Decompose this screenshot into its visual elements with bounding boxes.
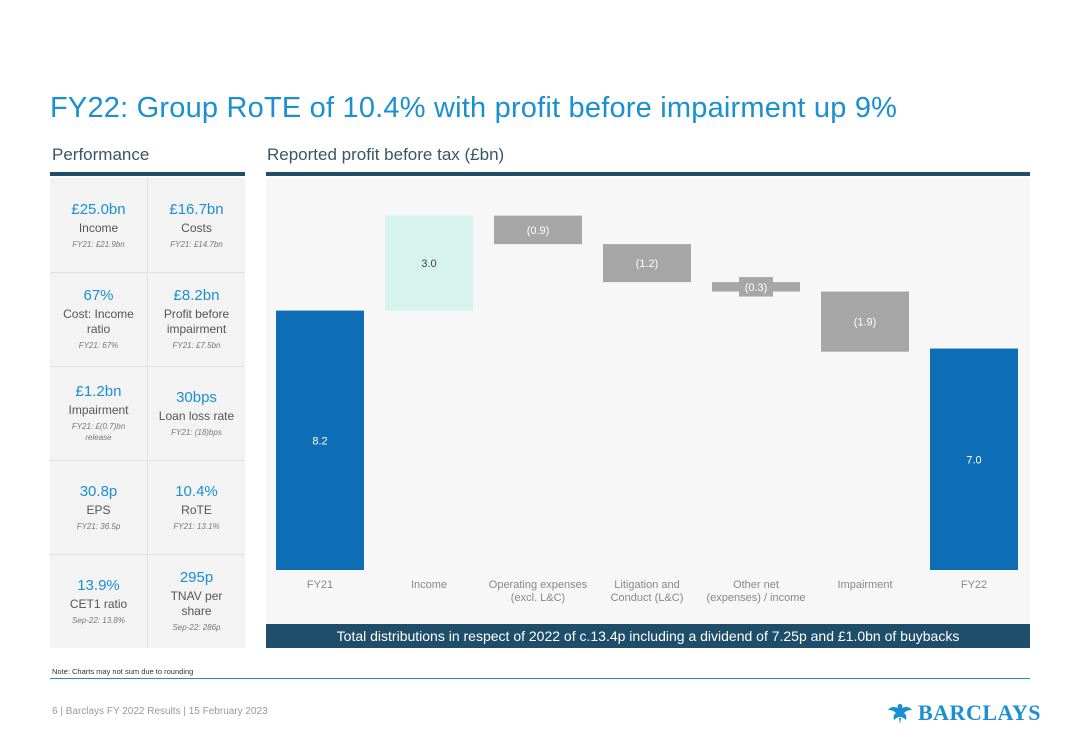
kpi-label: Cost: Income [63,307,134,321]
kpi-value: £16.7bn [169,200,224,218]
category-label: Impairment [809,579,921,592]
kpi-value: 10.4% [175,482,218,500]
waterfall-bar-label-box [739,277,773,297]
kpi-comparison: FY21: £7.5bn [172,341,221,350]
chart-divider [266,172,1030,176]
category-label-line: (excl. L&C) [510,592,566,604]
kpi-value: 30bps [176,388,217,406]
footer-divider [50,678,1030,679]
kpi-label: share [181,604,212,618]
kpi-cell: 30.8p EPS FY21: 36.5p [50,460,147,554]
grid-divider [50,366,245,367]
distributions-banner: Total distributions in respect of 2022 o… [266,624,1030,648]
kpi-comparison: FY21: £14.7bn [170,239,223,249]
waterfall-chart: 8.2 3.0 (0.9) (1.2) (0.3) (1.9) 7.0 FY21 Income… [266,178,1030,648]
kpi-label: impairment [166,322,227,336]
kpi-label: ratio [86,322,111,336]
kpi-label: Impairment [68,403,129,417]
page-title: FY22: Group RoTE of 10.4% with profit be… [50,92,898,124]
category-label: FY22 [918,579,1030,592]
grid-divider [50,554,245,555]
bar-value-label: 8.2 [312,435,327,447]
kpi-value: £25.0bn [71,200,126,218]
page-footer: 6 | Barclays FY 2022 Results | 15 Februa… [52,706,268,717]
kpi-comparison: FY21: (18)bps [171,427,222,437]
waterfall-bar [276,310,364,570]
kpi-cell: £25.0bn Income FY21: £21.9bn [50,178,147,272]
bar-value-label: (1.9) [854,317,877,329]
kpi-label: Loan loss rate [158,408,235,423]
kpi-cell: 10.4% RoTE FY21: 13.1% [148,460,245,554]
waterfall-bar [821,291,909,352]
barclays-logo: BARCLAYS [888,700,1041,726]
category-label-line: Conduct (L&C) [610,592,684,604]
kpi-label: RoTE [181,502,212,517]
category-label-line: Operating expenses [488,579,588,591]
kpi-label: EPS [86,502,111,517]
category-label-line: Litigation and [614,579,680,591]
kpi-value: 13.9% [77,576,120,594]
kpi-value: 30.8p [79,482,118,500]
performance-divider [50,172,245,176]
logo-text: BARCLAYS [918,700,1042,725]
kpi-comparison: Sep-22: 13.8% [72,615,125,625]
grid-divider [50,460,245,461]
kpi-cell: 67% Cost: Income ratio FY21: 67% [50,272,147,366]
kpi-cell: £8.2bn Profit before impairment FY21: £7.5b… [148,272,245,366]
kpi-label: CET1 ratio [69,596,128,611]
chart-title: Reported profit before tax (£bn) [267,145,505,164]
kpi-comparison: Sep-22: 286p [172,623,221,632]
category-label: Other net (expenses) / income [700,579,812,605]
kpi-value: 295p [179,569,214,586]
kpi-label: Income [78,220,119,235]
category-label-line: Other net [733,579,779,591]
kpi-comparison: release [85,433,112,442]
category-label: Income [373,579,485,592]
category-label-line: FY21 [306,579,334,591]
category-label: Operating expenses (excl. L&C) [482,579,594,605]
performance-grid: £25.0bn Income FY21: £21.9bn £16.7bn Costs FY… [50,178,245,648]
eagle-icon [888,704,912,724]
rounding-note: Note: Charts may not sum due to rounding [52,667,194,676]
waterfall-svg: 8.2 3.0 (0.9) (1.2) (0.3) (1.9) 7.0 [276,215,1018,570]
kpi-cell: 30bps Loan loss rate FY21: (18)bps [148,366,245,460]
kpi-value: 67% [83,287,114,304]
waterfall-bar [385,215,473,311]
kpi-cell: 13.9% CET1 ratio Sep-22: 13.8% [50,554,147,648]
category-label-line: Impairment [837,579,893,591]
kpi-value: £1.2bn [75,383,122,400]
category-label: Litigation and Conduct (L&C) [591,579,703,605]
kpi-cell: £16.7bn Costs FY21: £14.7bn [148,178,245,272]
grid-divider [50,272,245,273]
waterfall-bar [494,215,582,245]
kpi-comparison: FY21: 13.1% [173,521,220,531]
bar-value-label: 7.0 [966,454,981,466]
bar-value-label: (0.3) [745,282,768,294]
performance-heading: Performance [52,145,150,164]
kpi-cell: 295p TNAV per share Sep-22: 286p [148,554,245,648]
kpi-comparison: FY21: 36.5p [76,521,121,531]
kpi-label: Profit before [163,307,230,321]
waterfall-bar [603,244,691,283]
kpi-comparison: FY21: £(0.7)bn [71,422,126,431]
category-label-line: FY22 [960,579,988,591]
kpi-comparison: FY21: 67% [78,341,119,350]
kpi-cell: £1.2bn Impairment FY21: £(0.7)bn release [50,366,147,460]
category-label-line: (expenses) / income [706,592,806,604]
category-label-line: Income [410,579,448,591]
kpi-comparison: FY21: £21.9bn [72,239,125,249]
grid-divider [147,178,148,648]
bar-value-label: (1.2) [636,258,659,270]
bar-value-label: (0.9) [527,225,550,237]
category-label: FY21 [264,579,376,592]
waterfall-bar [930,348,1018,570]
kpi-label: TNAV per [170,589,223,603]
kpi-label: Costs [181,220,212,235]
bar-value-label: 3.0 [421,258,436,270]
kpi-value: £8.2bn [173,287,220,304]
